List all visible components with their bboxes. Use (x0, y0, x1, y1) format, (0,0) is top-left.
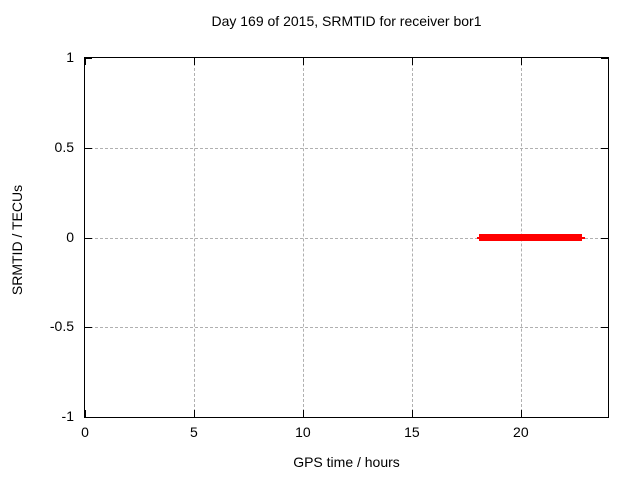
x-tick-mark (411, 410, 413, 417)
y-tick-mark-right (601, 147, 608, 149)
y-tick-label: -0.5 (49, 318, 74, 335)
x-tick-label: 20 (513, 424, 529, 440)
x-tick-mark (193, 410, 195, 417)
v-gridline (411, 58, 413, 417)
series-segment-tip (581, 236, 586, 239)
y-tick-mark-right (601, 417, 608, 418)
y-tick-label: 0 (66, 228, 74, 245)
chart-title: Day 169 of 2015, SRMTID for receiver bor… (211, 13, 482, 29)
h-gridline (85, 147, 608, 149)
v-gridline (193, 58, 195, 417)
x-tick-mark-top (193, 58, 195, 65)
x-tick-mark (520, 410, 522, 417)
y-tick-mark-right (601, 237, 608, 239)
y-tick-label: -1 (61, 408, 74, 424)
x-tick-mark-top (520, 58, 522, 65)
h-gridline (85, 237, 608, 239)
y-tick-mark (85, 58, 92, 59)
x-tick-mark-top (302, 58, 304, 65)
y-tick-label: 1 (66, 49, 74, 65)
series-segment (479, 234, 582, 241)
x-axis-label: GPS time / hours (293, 454, 400, 470)
y-tick-mark (85, 147, 92, 149)
x-tick-mark-top (85, 58, 86, 65)
y-tick-label: 0.5 (54, 138, 74, 155)
x-tick-mark (302, 410, 304, 417)
y-tick-mark (85, 237, 92, 239)
y-tick-mark (85, 327, 92, 329)
y-tick-mark (85, 417, 92, 418)
x-tick-mark-top (411, 58, 413, 65)
h-gridline (85, 327, 608, 329)
x-tick-mark (85, 410, 86, 417)
x-tick-label: 15 (404, 424, 420, 440)
x-tick-label: 0 (81, 424, 89, 440)
series-segment-tip (477, 236, 480, 239)
x-tick-label: 10 (295, 424, 311, 440)
plot-area (84, 57, 609, 418)
y-tick-mark-right (601, 327, 608, 329)
y-tick-mark-right (601, 58, 608, 59)
v-gridline (302, 58, 304, 417)
x-tick-label: 5 (190, 424, 198, 440)
